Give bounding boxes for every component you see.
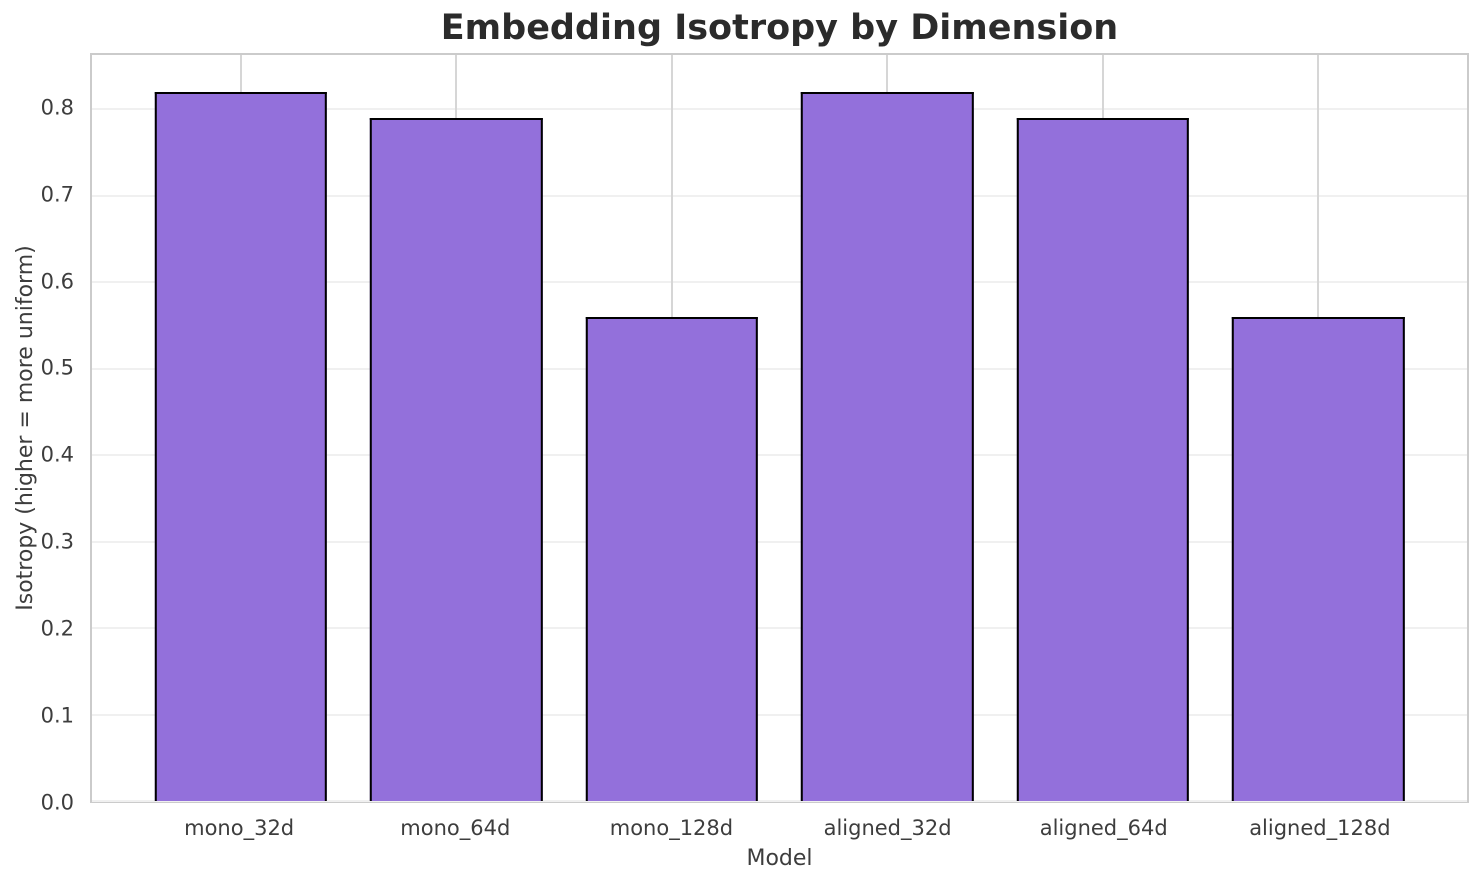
y-tick-label: 0.7: [40, 182, 74, 207]
y-gridline: [92, 627, 1467, 630]
bar-aligned_32d: [801, 92, 974, 801]
x-tick-label: aligned_128d: [1249, 816, 1391, 840]
bar-aligned_128d: [1232, 316, 1405, 801]
x-axis-label: Model: [746, 846, 813, 871]
y-tick-label: 0.4: [40, 442, 74, 467]
x-tick-label: mono_128d: [609, 816, 734, 840]
y-gridline: [92, 281, 1467, 284]
x-tick-labels: mono_32d mono_64d mono_128d aligned_32d alig…: [90, 815, 1469, 845]
y-tick-labels: 0.0 0.1 0.2 0.3 0.4 0.5 0.6 0.7 0.8: [0, 53, 74, 813]
x-tick-label: aligned_64d: [1039, 816, 1168, 840]
y-gridline: [92, 108, 1467, 111]
y-gridline: [92, 194, 1467, 197]
y-tick-label: 0.8: [40, 95, 74, 120]
x-tick-label: mono_32d: [184, 816, 295, 840]
bar-aligned_64d: [1016, 118, 1189, 801]
y-gridline: [92, 800, 1467, 802]
y-tick-label: 0.2: [40, 616, 74, 641]
bar-mono_32d: [154, 92, 327, 801]
y-tick-label: 0.3: [40, 529, 74, 554]
y-tick-label: 0.5: [40, 355, 74, 380]
bar-mono_64d: [370, 118, 543, 801]
x-tick-label: mono_64d: [400, 816, 511, 840]
plot-area: [90, 53, 1469, 803]
y-gridline: [92, 540, 1467, 543]
y-gridline: [92, 454, 1467, 457]
y-tick-label: 0.1: [40, 703, 74, 728]
x-tick-label: aligned_32d: [823, 816, 952, 840]
y-tick-label: 0.6: [40, 269, 74, 294]
y-tick-label: 0.0: [40, 790, 74, 815]
y-gridline: [92, 713, 1467, 716]
y-gridline: [92, 367, 1467, 370]
chart-title: Embedding Isotropy by Dimension: [440, 8, 1119, 48]
bar-mono_128d: [585, 316, 758, 801]
